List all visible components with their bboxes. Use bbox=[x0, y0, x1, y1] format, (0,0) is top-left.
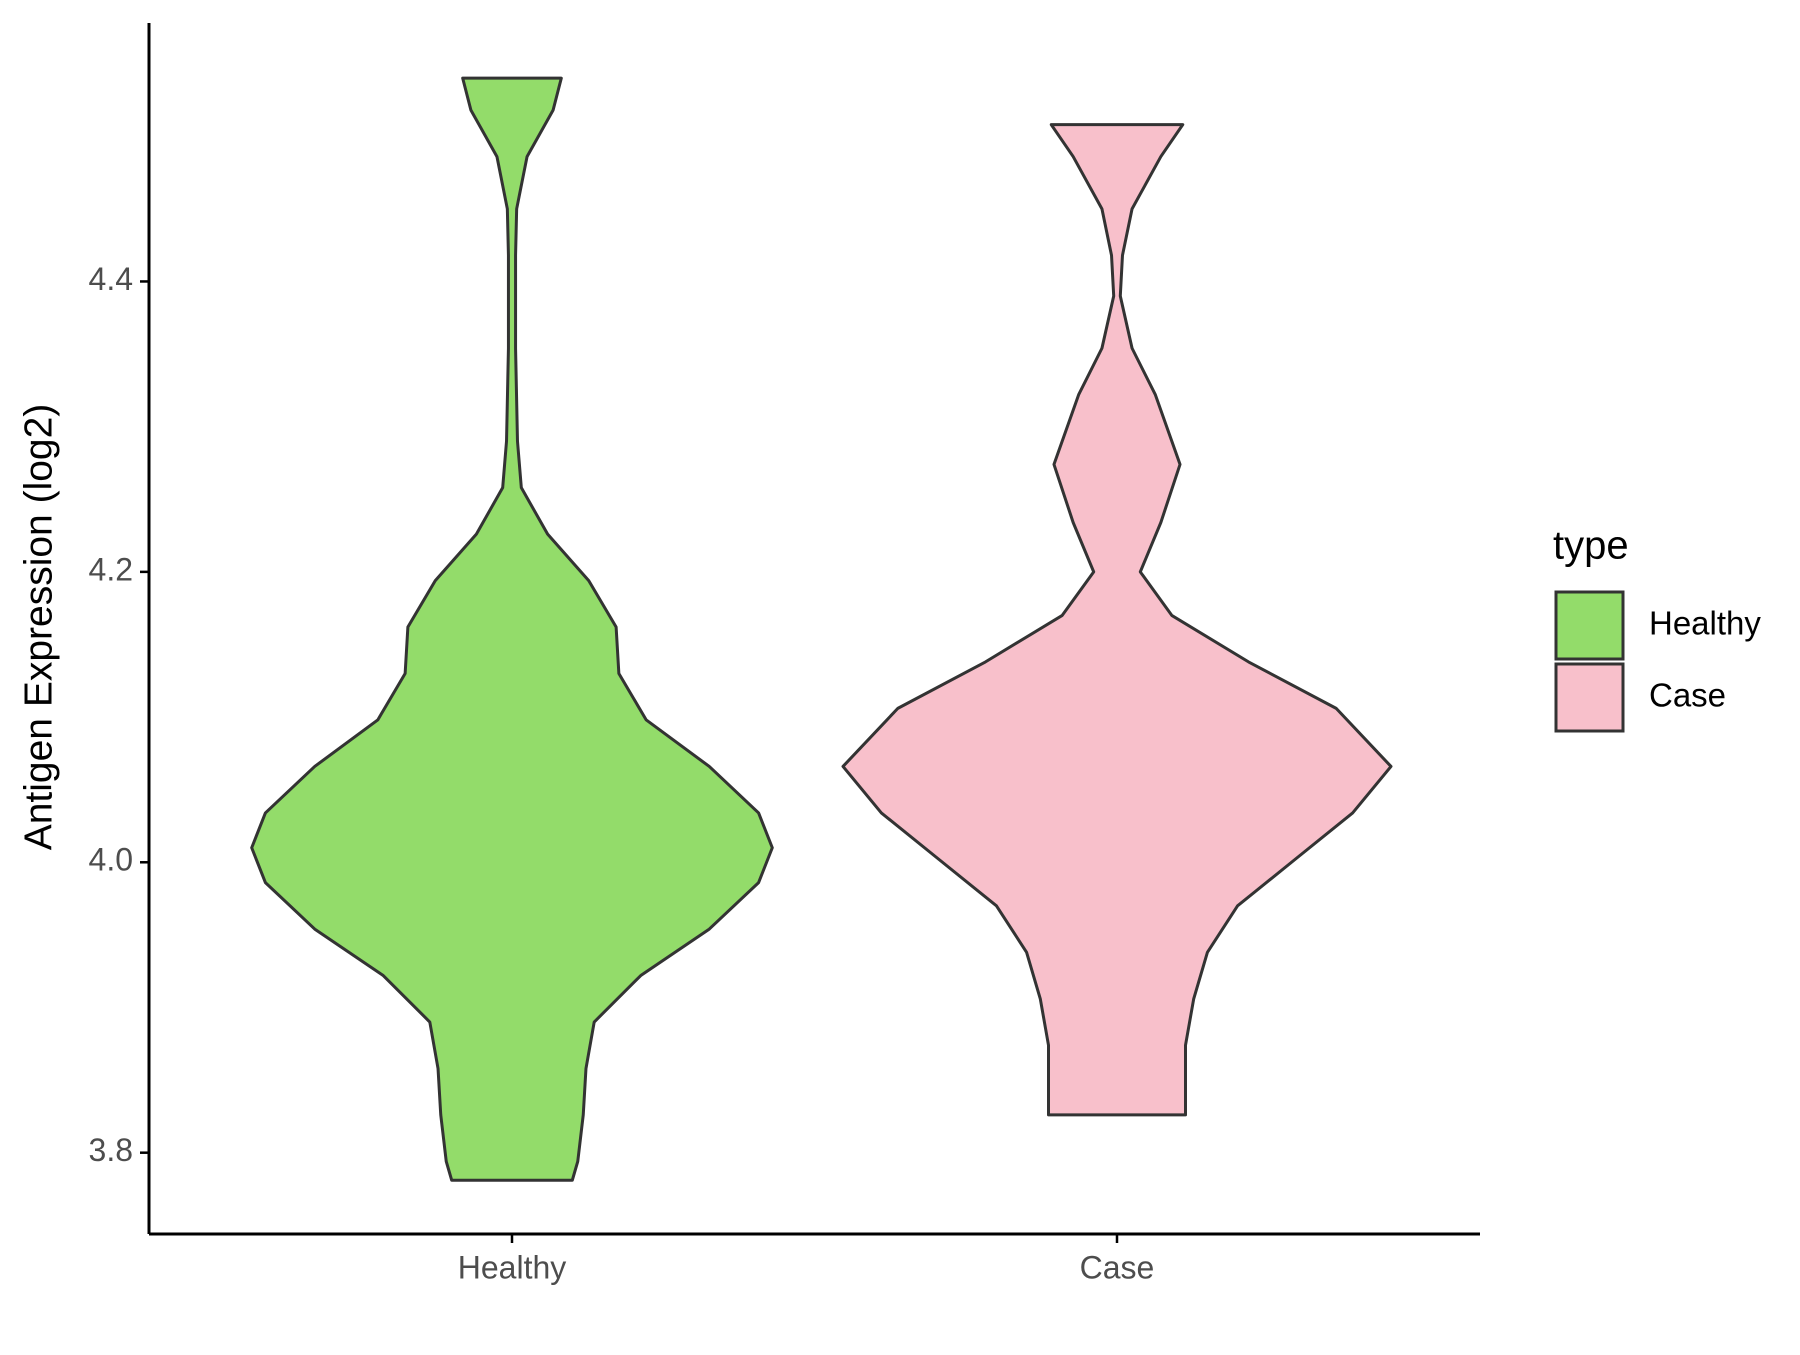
legend-title: type bbox=[1553, 524, 1629, 568]
violin-half bbox=[843, 124, 1117, 1115]
y-tick-label: 4.0 bbox=[89, 842, 133, 878]
x-tick-label: Case bbox=[1080, 1249, 1155, 1285]
violin-half bbox=[1117, 124, 1391, 1115]
violin-outline bbox=[250, 76, 774, 1182]
y-tick-label: 4.2 bbox=[89, 551, 133, 587]
violin-half bbox=[251, 78, 512, 1181]
y-axis-title: Antigen Expression (log2) bbox=[17, 404, 60, 851]
legend-label: Healthy bbox=[1649, 605, 1761, 642]
violin-outline bbox=[841, 123, 1393, 1117]
legend-key bbox=[1554, 662, 1625, 733]
legend-label: Case bbox=[1649, 677, 1726, 714]
violin-half bbox=[512, 78, 773, 1181]
legend-key bbox=[1554, 590, 1625, 661]
x-tick-label: Healthy bbox=[458, 1249, 567, 1285]
y-tick-label: 4.4 bbox=[89, 261, 133, 297]
y-tick-label: 3.8 bbox=[89, 1132, 133, 1168]
